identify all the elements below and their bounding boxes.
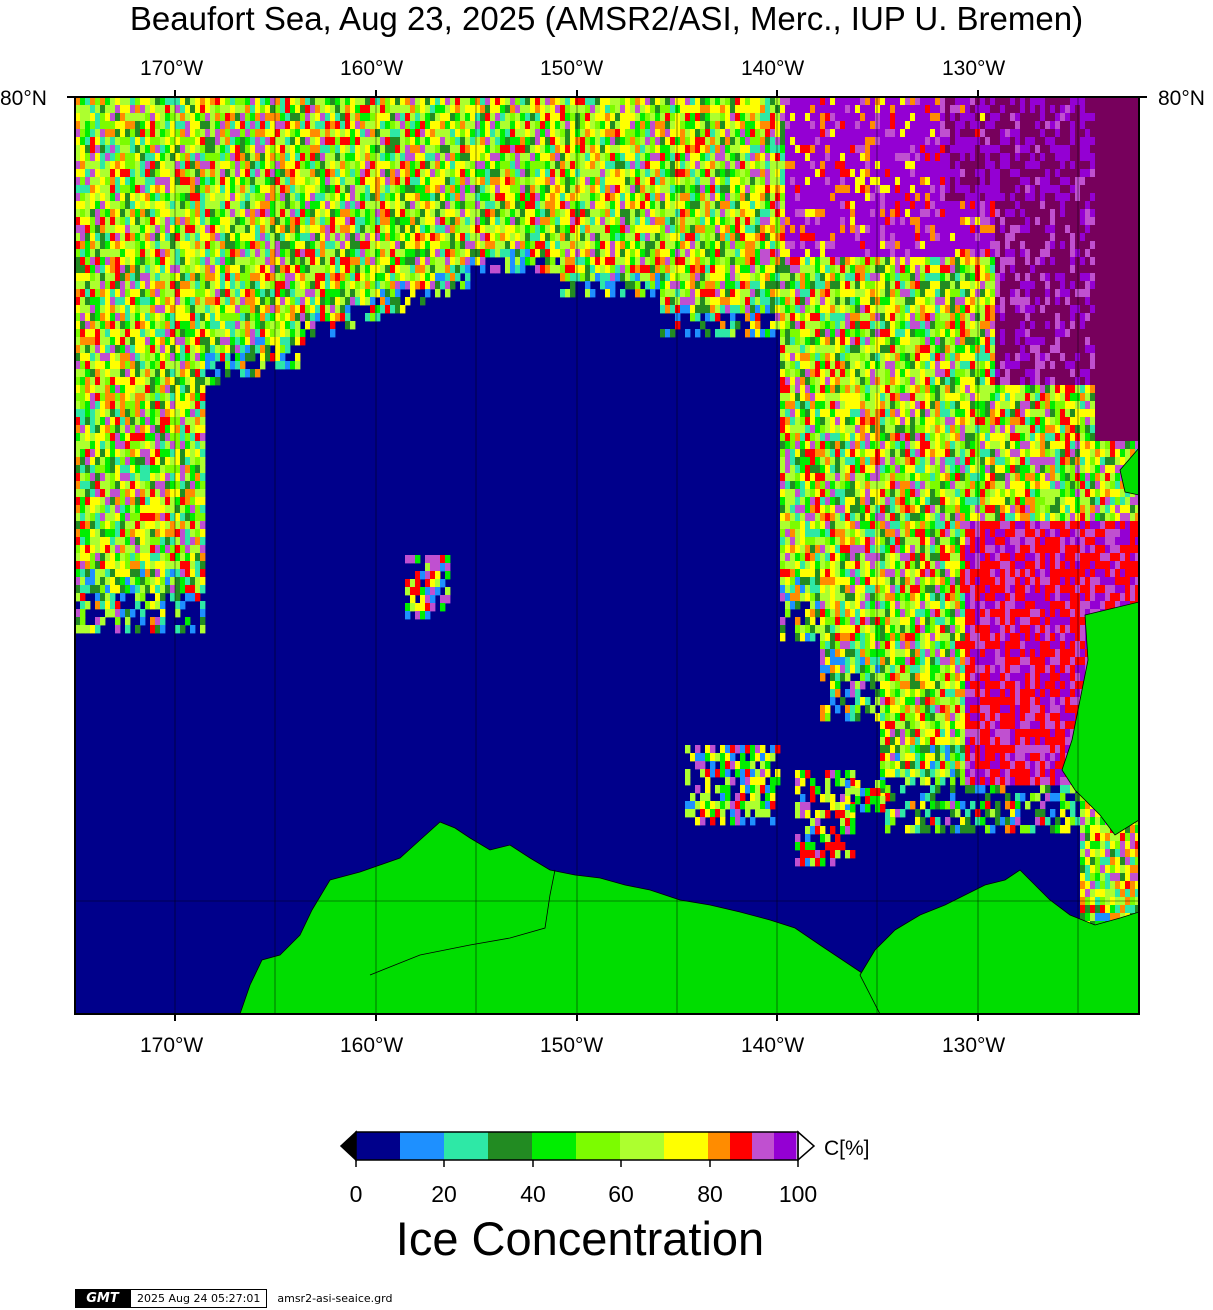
colorbar-cells bbox=[356, 1132, 797, 1160]
lat-label-80n-right: 80°N bbox=[1158, 87, 1205, 110]
lon-label-140w-top: 140°W bbox=[741, 57, 805, 80]
colorbar-cell bbox=[730, 1132, 753, 1160]
colorbar-cell bbox=[620, 1132, 665, 1160]
lon-label-130w-top: 130°W bbox=[942, 57, 1006, 80]
gmt-timestamp: 2025 Aug 24 05:27:01 bbox=[130, 1289, 268, 1308]
colorbar-cell bbox=[400, 1132, 445, 1160]
prince-patrick-land bbox=[1119, 447, 1139, 496]
colorbar-over-triangle bbox=[797, 1130, 816, 1162]
map-title: Beaufort Sea, Aug 23, 2025 (AMSR2/ASI, M… bbox=[129, 0, 1084, 37]
map-frame bbox=[74, 96, 1140, 1015]
lon-label-170w-bottom: 170°W bbox=[140, 1034, 204, 1057]
land-boundary-line bbox=[369, 869, 556, 976]
colorbar-cell bbox=[532, 1132, 577, 1160]
colorbar-cell bbox=[444, 1132, 489, 1160]
graticule bbox=[75, 97, 1139, 1014]
lon-label-150w-bottom: 150°W bbox=[540, 1034, 604, 1057]
colorbar-tick-100: 100 bbox=[778, 1181, 818, 1207]
gmt-logo: GMT bbox=[75, 1289, 130, 1308]
colorbar-unit: C[%] bbox=[824, 1137, 870, 1160]
frame-ticks bbox=[67, 90, 1147, 1021]
lon-label-160w-bottom: 160°W bbox=[340, 1034, 404, 1057]
colorbar-tick-20: 20 bbox=[431, 1181, 457, 1207]
gmt-footer: GMT 2025 Aug 24 05:27:01 amsr2-asi-seaic… bbox=[75, 1289, 402, 1308]
colorbar-cell bbox=[774, 1132, 797, 1160]
lat-label-80n-left: 80°N bbox=[0, 87, 47, 110]
colorbar-cell bbox=[356, 1132, 401, 1160]
colorbar-tick-40: 40 bbox=[520, 1181, 546, 1207]
colorbar-cell bbox=[576, 1132, 621, 1160]
canada-land bbox=[859, 869, 1139, 1014]
lon-label-130w-bottom: 130°W bbox=[942, 1034, 1006, 1057]
colorbar-frame bbox=[355, 1131, 799, 1161]
colorbar-cell bbox=[752, 1132, 775, 1160]
colorbar-tick-0: 0 bbox=[349, 1181, 363, 1207]
lon-label-140w-bottom: 140°W bbox=[741, 1034, 805, 1057]
colorbar-tick-80: 80 bbox=[697, 1181, 723, 1207]
lon-label-170w-top: 170°W bbox=[140, 57, 204, 80]
colorbar-cell bbox=[664, 1132, 709, 1160]
colorbar-cell bbox=[488, 1132, 533, 1160]
colorbar-tick-60: 60 bbox=[608, 1181, 634, 1207]
colorbar-cell bbox=[708, 1132, 731, 1160]
lon-label-150w-top: 150°W bbox=[540, 57, 604, 80]
colorbar-under-triangle bbox=[339, 1130, 357, 1162]
banks-island-land bbox=[1061, 601, 1139, 836]
lon-label-160w-top: 160°W bbox=[340, 57, 404, 80]
colorbar-title: Ice Concentration bbox=[395, 1212, 765, 1265]
alaska-land bbox=[239, 821, 891, 1014]
ice-concentration-map bbox=[67, 90, 1147, 1021]
gmt-filename: amsr2-asi-seaice.grd bbox=[277, 1292, 393, 1305]
colorbar-ticks bbox=[355, 1160, 799, 1167]
